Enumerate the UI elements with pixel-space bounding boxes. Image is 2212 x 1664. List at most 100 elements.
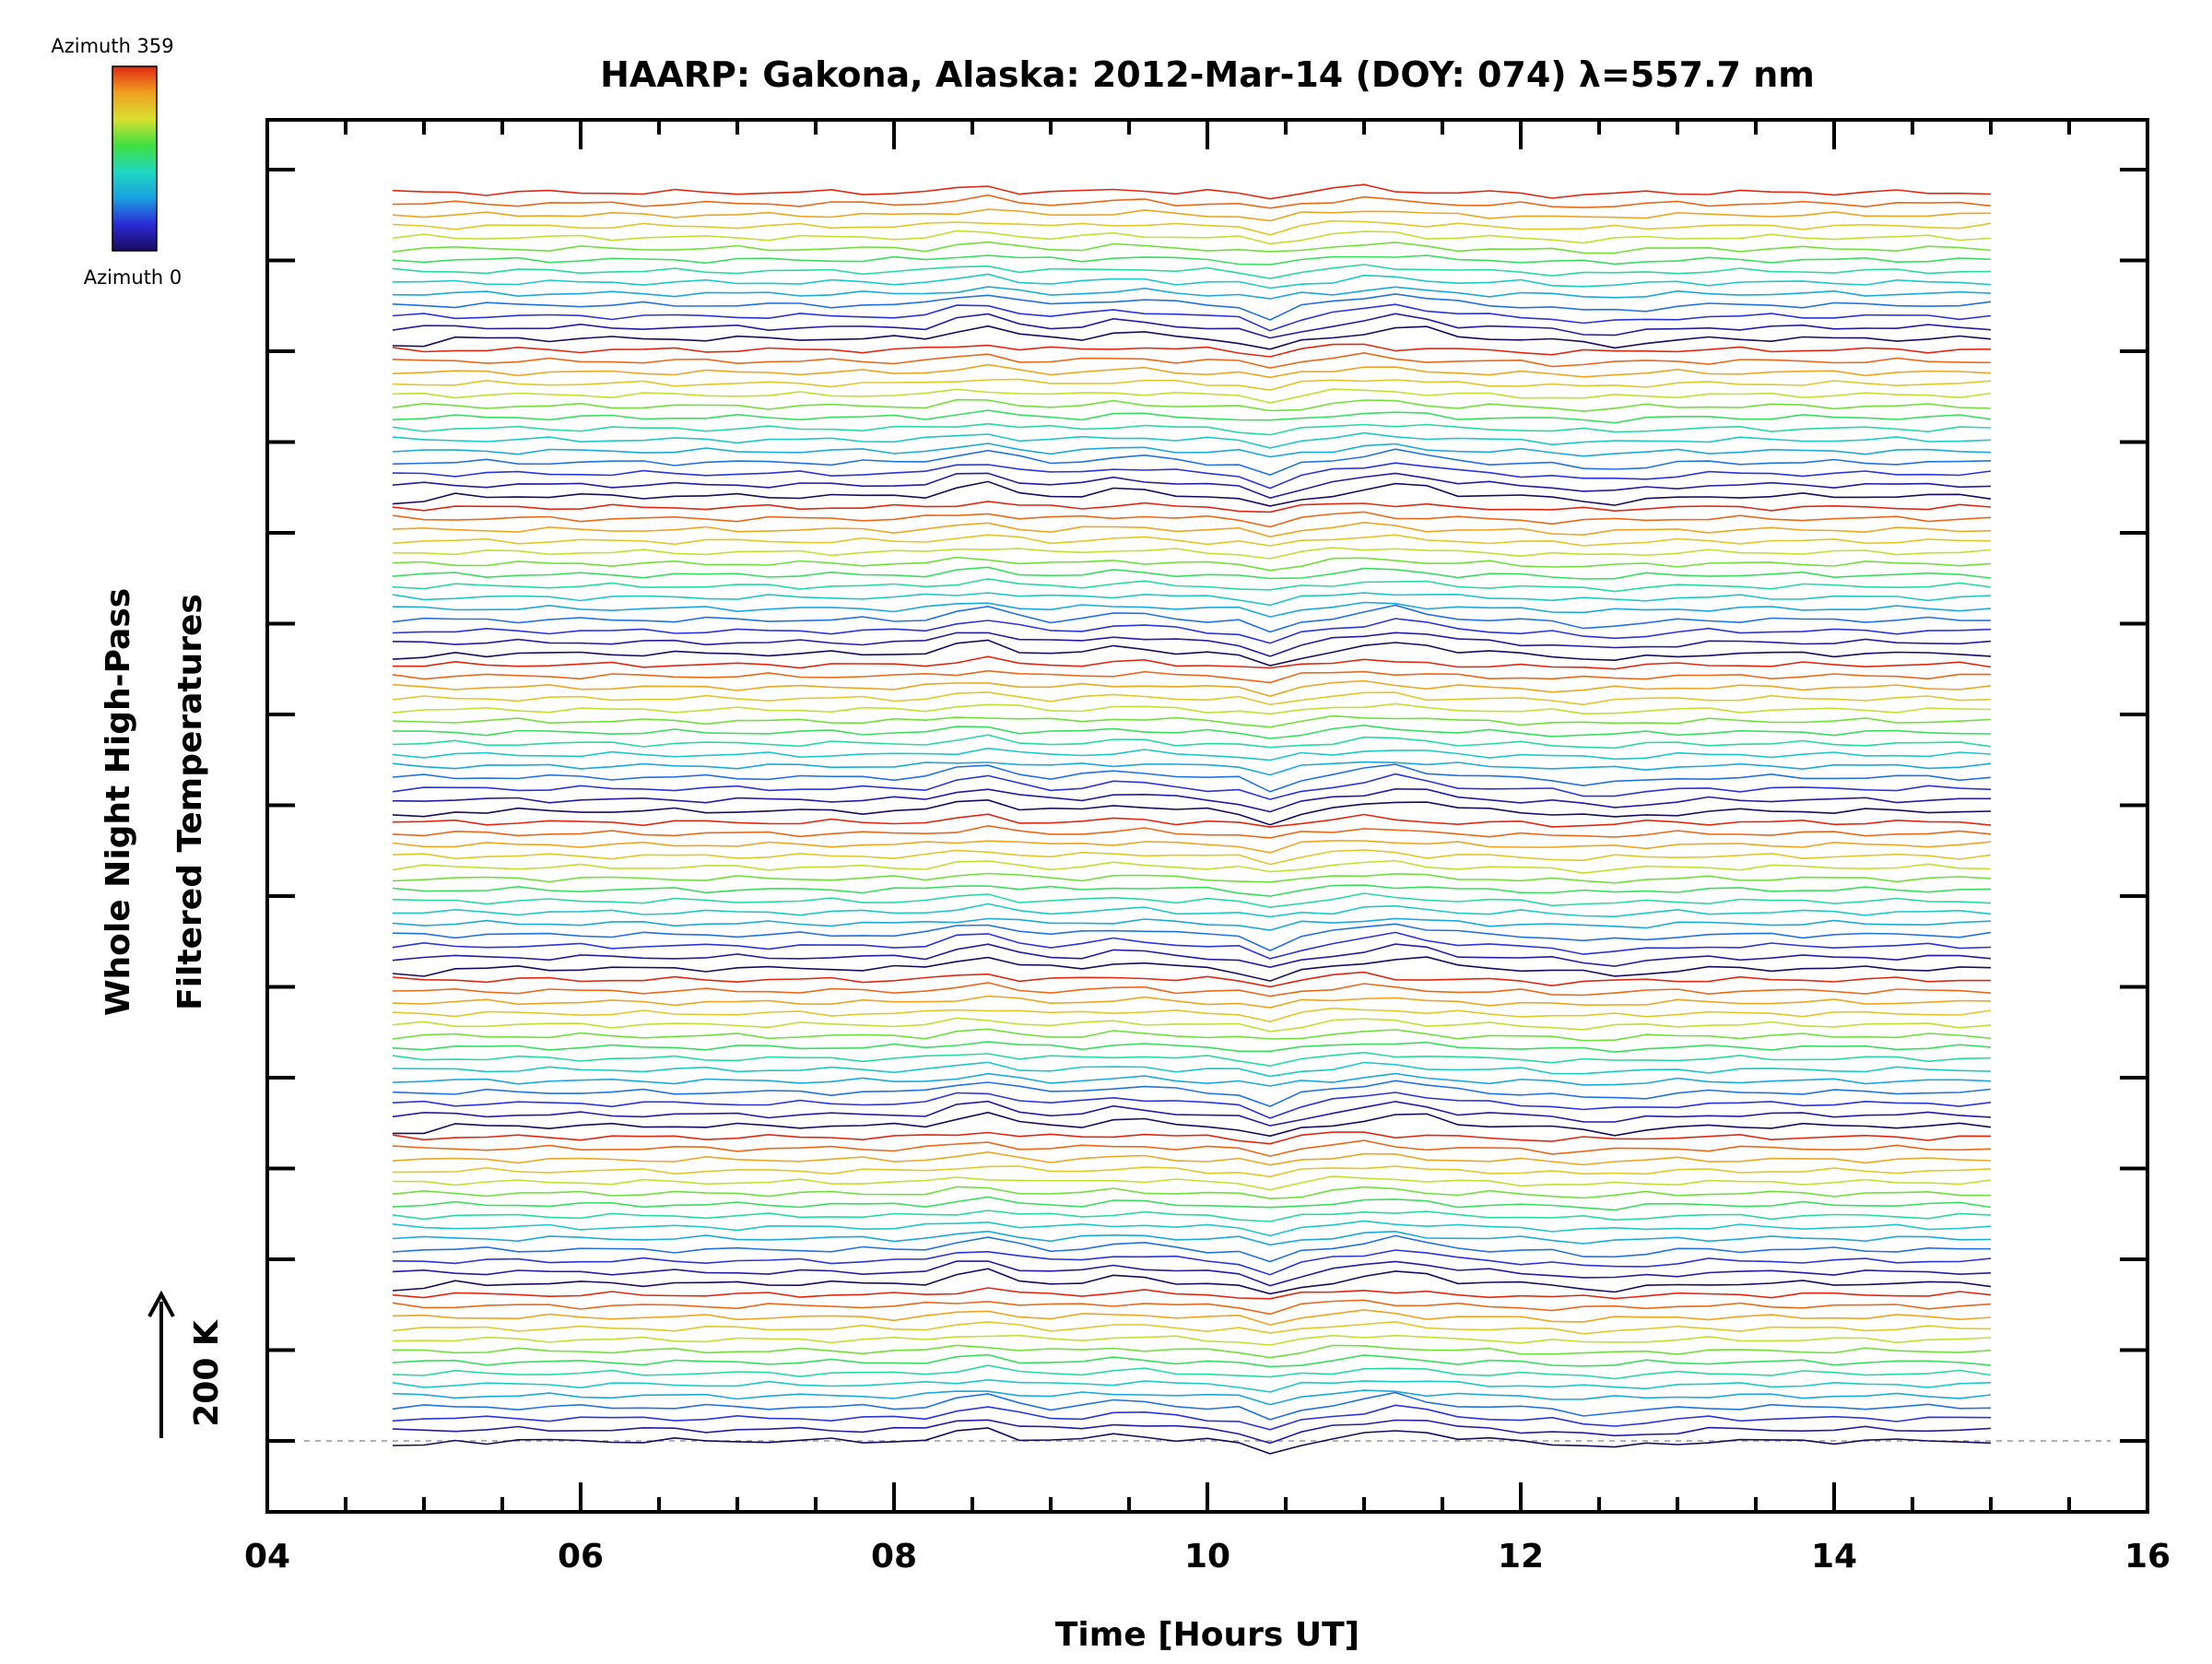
y-axis-label-line1: Whole Night High-Pass	[100, 588, 137, 1016]
series-line	[392, 293, 1992, 321]
series-line	[392, 241, 1992, 254]
series-line	[392, 472, 1992, 499]
series-line	[392, 286, 1992, 300]
series-line	[392, 264, 1992, 279]
series-line	[392, 431, 1992, 449]
series-line	[392, 378, 1992, 392]
series-line	[392, 501, 1992, 513]
scale-label: 200 K	[188, 1319, 226, 1427]
series-line	[392, 1419, 1992, 1445]
series-line	[392, 1268, 1992, 1295]
series-line	[392, 1391, 1992, 1421]
series-line	[392, 521, 1992, 538]
series-line	[392, 892, 1992, 908]
series-line	[392, 669, 1992, 684]
series-line	[392, 1260, 1992, 1287]
series-line	[392, 1072, 1992, 1087]
colorbar-top-label: Azimuth 359	[51, 35, 173, 57]
chart-title: HAARP: Gakona, Alaska: 2012-Mar-14 (DOY:…	[600, 54, 1815, 95]
series-line	[392, 903, 1992, 918]
series-line	[392, 679, 1992, 698]
series-line	[392, 702, 1992, 715]
x-axis-label: Time [Hours UT]	[1055, 1616, 1359, 1654]
series-line	[392, 511, 1992, 528]
series-line	[392, 813, 1992, 828]
series-line	[392, 462, 1992, 490]
series-line	[392, 351, 1992, 370]
series-line	[392, 1061, 1992, 1078]
series-line	[392, 398, 1992, 412]
series-line	[392, 859, 1992, 874]
x-tick-label: 14	[1811, 1538, 1857, 1575]
series-line	[392, 601, 1992, 618]
series-line	[392, 1175, 1992, 1191]
series-line	[392, 761, 1992, 776]
series-line	[392, 547, 1992, 560]
series-line	[392, 1299, 1992, 1316]
series-line	[392, 943, 1992, 969]
series-line	[392, 1100, 1992, 1127]
series-line	[392, 1249, 1992, 1276]
series-line	[392, 566, 1992, 580]
series-line	[392, 1080, 1992, 1107]
series-line	[392, 1364, 1992, 1380]
series-line	[393, 724, 1992, 739]
series-line	[392, 824, 1992, 839]
scale-arrow-icon	[147, 1290, 175, 1317]
series-line	[392, 971, 1991, 988]
series-line	[392, 1196, 1992, 1211]
series-line	[392, 534, 1992, 547]
series-line	[392, 422, 1992, 436]
series-line	[392, 254, 1992, 266]
series-line	[392, 655, 1992, 670]
series-line	[392, 923, 1992, 951]
series-line	[392, 1427, 1992, 1455]
series-line	[392, 631, 1992, 657]
series-line	[393, 1111, 1992, 1138]
series-line	[392, 917, 1992, 931]
series-line	[392, 618, 1992, 644]
series-line	[392, 1139, 1992, 1157]
series-line	[392, 849, 1992, 866]
series-line	[392, 325, 1992, 350]
x-tick-label: 12	[1498, 1538, 1544, 1575]
series-lines	[392, 183, 1992, 1455]
series-line	[392, 931, 1992, 960]
x-tick-label: 10	[1184, 1538, 1230, 1575]
series-line	[392, 194, 1992, 209]
series-line	[392, 982, 1992, 997]
series-line	[392, 578, 1992, 593]
series-line	[392, 1028, 1992, 1042]
series-line	[392, 1092, 1992, 1119]
series-line	[392, 556, 1992, 572]
series-line	[392, 1334, 1992, 1346]
series-line	[392, 639, 1992, 667]
x-tick-label: 06	[558, 1538, 604, 1575]
series-line	[392, 183, 1992, 200]
series-line	[392, 303, 1992, 332]
series-line	[392, 1404, 1992, 1431]
series-line	[392, 1007, 1992, 1023]
series-line	[392, 773, 1992, 800]
series-line	[392, 840, 1992, 854]
series-line	[392, 480, 1992, 507]
series-line	[392, 1353, 1992, 1368]
series-line	[392, 448, 1992, 476]
series-line	[392, 1234, 1991, 1263]
series-line	[392, 1389, 1992, 1406]
series-line	[392, 1131, 1992, 1145]
series-line	[392, 884, 1992, 897]
series-line	[392, 1186, 1992, 1200]
x-tick-label: 16	[2124, 1538, 2171, 1575]
series-line	[392, 956, 1992, 982]
axis-ticks: 04 06 08 10 12 14 16	[244, 120, 2171, 1575]
series-line	[392, 995, 1992, 1009]
series-line	[392, 1051, 1992, 1068]
series-line	[392, 1220, 1992, 1237]
series-line	[392, 872, 1992, 884]
series-line	[392, 443, 1992, 458]
series-line	[392, 1378, 1992, 1393]
series-line	[392, 1230, 1992, 1246]
y-axis-label-line2: Filtered Temperatures	[171, 594, 209, 1010]
